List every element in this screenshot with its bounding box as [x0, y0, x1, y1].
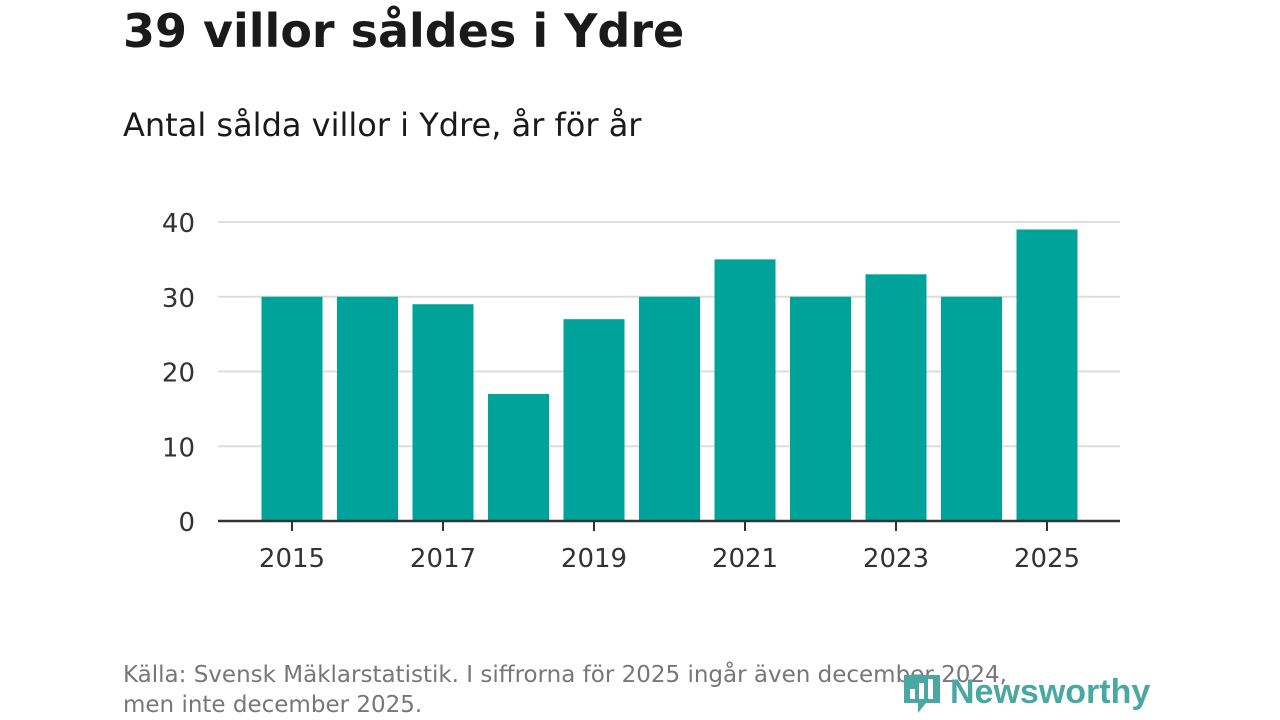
- bar-2020: [639, 296, 700, 521]
- source-note: Källa: Svensk Mäklarstatistik. I siffror…: [123, 662, 1007, 718]
- y-tick-label: 40: [162, 209, 195, 239]
- x-tick-label: 2015: [259, 544, 325, 574]
- bar-2019: [563, 319, 625, 521]
- x-tick-label: 2017: [410, 544, 476, 574]
- chart-subtitle: Antal sålda villor i Ydre, år för år: [123, 106, 642, 144]
- bar-2017: [412, 304, 474, 521]
- x-tick-label: 2023: [863, 544, 929, 574]
- newsworthy-logo-icon: [904, 675, 940, 713]
- bar-2018: [488, 393, 549, 521]
- bar-2021: [714, 259, 776, 521]
- bar-2022: [790, 296, 851, 521]
- chart-title: 39 villor såldes i Ydre: [123, 4, 685, 58]
- axes: [218, 519, 1120, 531]
- x-tick-label: 2019: [561, 544, 627, 574]
- x-tick-labels: 2015 2017 2019 2021 2023 2025: [259, 544, 1080, 574]
- newsworthy-logo-text: Newsworthy: [950, 672, 1151, 711]
- bar-2023: [865, 274, 927, 521]
- y-tick-label: 20: [162, 359, 195, 389]
- y-tick-labels: 0 10 20 30 40: [162, 209, 195, 538]
- y-tick-label: 30: [162, 284, 195, 314]
- x-tick-label: 2021: [712, 544, 778, 574]
- y-tick-label: 0: [178, 508, 195, 538]
- bar-2025: [1016, 229, 1078, 521]
- bars: [261, 229, 1078, 521]
- bar-2015: [261, 296, 323, 521]
- y-tick-label: 10: [162, 433, 195, 463]
- x-tick-label: 2025: [1014, 544, 1080, 574]
- bar-2024: [941, 296, 1002, 521]
- bar-2016: [337, 296, 398, 521]
- newsworthy-logo: Newsworthy: [900, 668, 1150, 716]
